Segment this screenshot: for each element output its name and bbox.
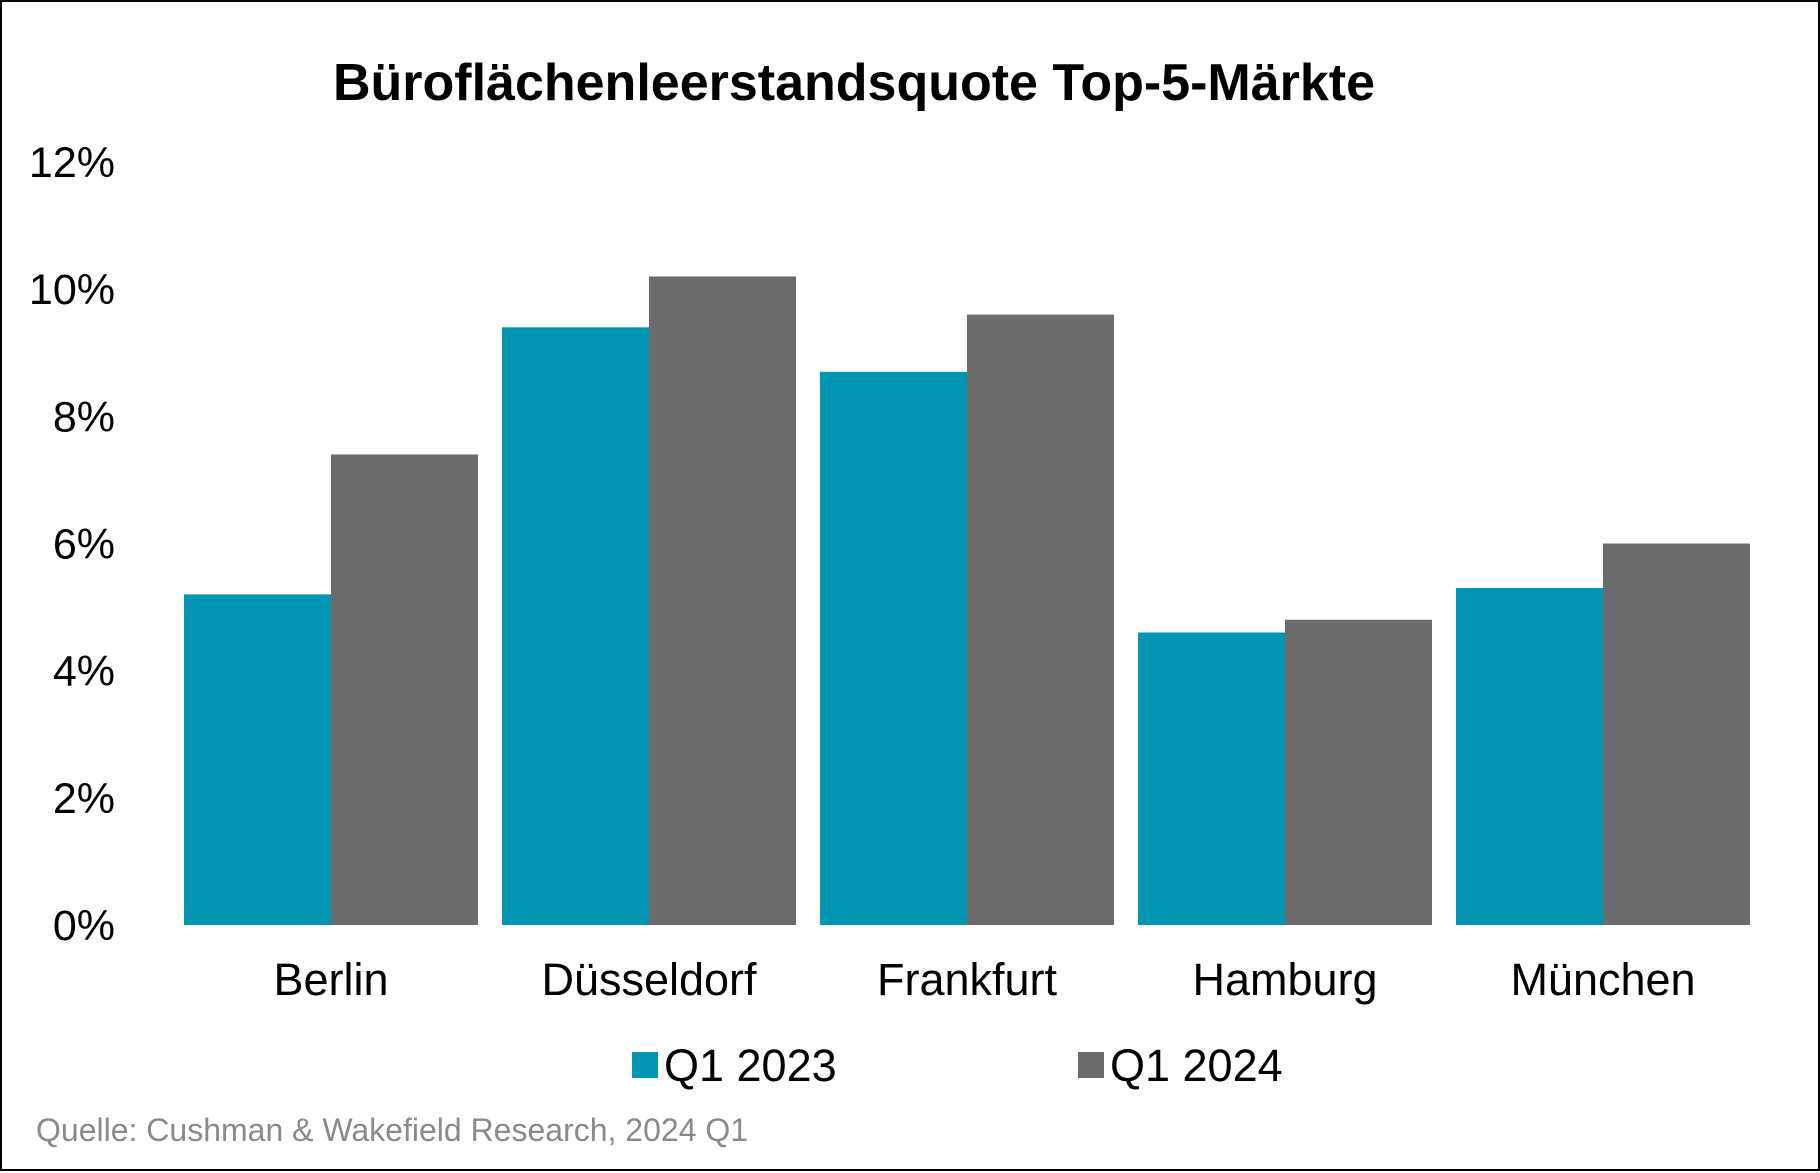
bar-q1-2023-1 — [502, 327, 649, 926]
x-category-label: Düsseldorf — [541, 954, 757, 1005]
bar-q1-2023-0 — [184, 594, 331, 925]
legend-label: Q1 2023 — [664, 1040, 837, 1091]
y-tick-label: 2% — [53, 775, 115, 823]
y-tick-label: 12% — [29, 139, 115, 187]
bar-q1-2024-1 — [649, 276, 796, 925]
x-category-label: Hamburg — [1192, 954, 1377, 1005]
bar-q1-2023-4 — [1456, 588, 1603, 925]
bar-q1-2024-4 — [1603, 543, 1750, 925]
y-tick-label: 6% — [53, 521, 115, 569]
y-axis: 0% 2% 4% 6% 8% 10% 12% — [29, 139, 115, 950]
bar-q1-2024-0 — [331, 454, 478, 925]
y-tick-label: 10% — [29, 266, 115, 314]
x-category-label: München — [1510, 954, 1695, 1005]
legend-label: Q1 2024 — [1110, 1040, 1283, 1091]
x-axis: Berlin Düsseldorf Frankfurt Hamburg München — [273, 954, 1695, 1005]
x-category-label: Berlin — [273, 954, 388, 1005]
chart-title: Büroflächenleerstandsquote Top-5-Märkte — [333, 54, 1375, 112]
x-category-label: Frankfurt — [877, 954, 1058, 1005]
legend-swatch-q1-2023 — [632, 1052, 658, 1078]
bars — [184, 276, 1750, 926]
bar-q1-2023-3 — [1138, 632, 1285, 925]
source-note: Quelle: Cushman & Wakefield Research, 20… — [36, 1112, 748, 1148]
legend: Q1 2023 Q1 2024 — [632, 1040, 1283, 1091]
bar-q1-2024-3 — [1285, 619, 1432, 925]
y-tick-label: 8% — [53, 393, 115, 441]
y-tick-label: 0% — [53, 902, 115, 950]
bar-q1-2024-2 — [967, 314, 1114, 926]
legend-swatch-q1-2024 — [1078, 1052, 1104, 1078]
bar-q1-2023-2 — [820, 371, 967, 925]
y-tick-label: 4% — [53, 648, 115, 696]
